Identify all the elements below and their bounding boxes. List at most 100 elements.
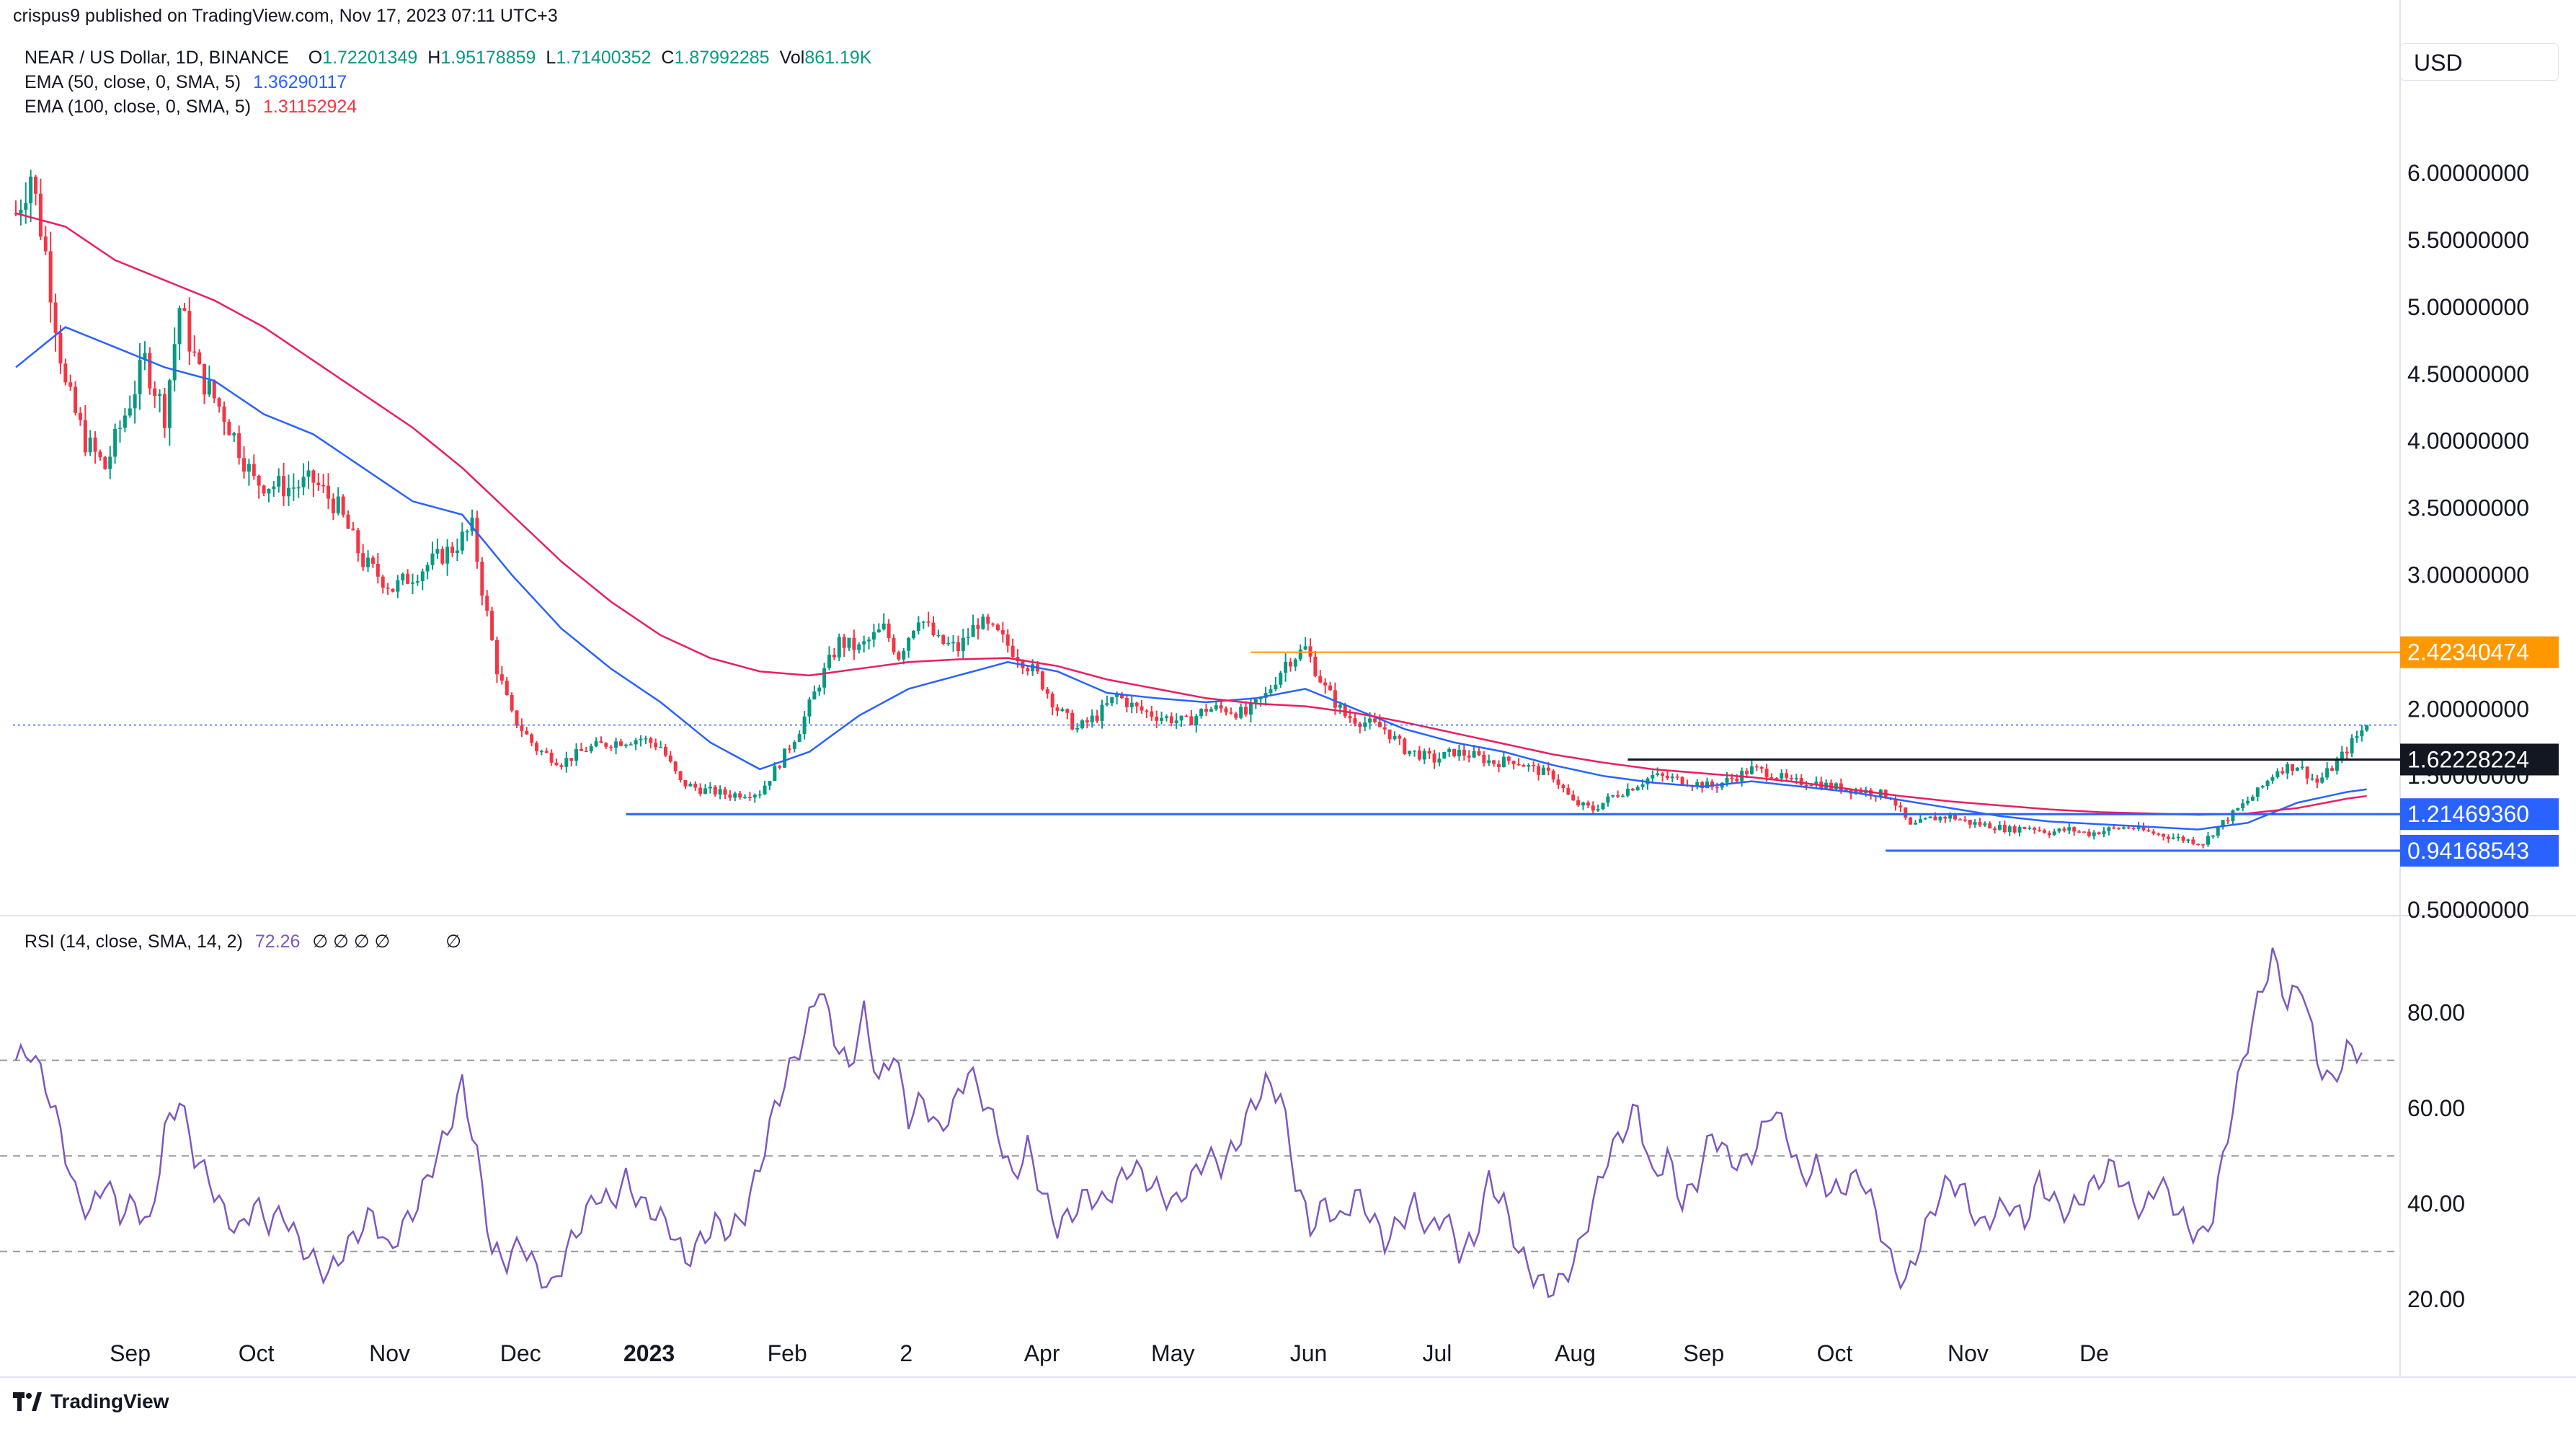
candle <box>559 765 564 767</box>
rsi-source-icon[interactable]: ∅ <box>445 932 462 952</box>
candle <box>2176 836 2180 839</box>
rsi-line <box>14 947 2363 1299</box>
price-axis[interactable]: 2.42340474 1.62228224 1.21469360 0.94168543… <box>2400 160 2559 923</box>
candle <box>1284 661 1288 673</box>
candle <box>1769 777 1774 779</box>
candle <box>321 485 326 487</box>
candle <box>1472 751 1476 758</box>
candle <box>1408 751 1412 754</box>
tradingview-footer[interactable]: TradingView <box>13 1390 169 1413</box>
candle <box>212 380 216 399</box>
candle <box>2201 844 2206 846</box>
candle <box>1764 769 1769 777</box>
time-tick: Oct <box>239 1340 275 1366</box>
candle <box>1055 707 1060 711</box>
candle <box>743 797 747 799</box>
candle <box>2017 827 2022 833</box>
candle <box>1417 750 1421 760</box>
rsi-axis[interactable]: 80.00 60.00 40.00 20.00 <box>2407 999 2465 1312</box>
ema50-legend[interactable]: EMA (50, close, 0, SMA, 5) 1.36290117 <box>25 72 347 93</box>
rsi-value: 72.26 <box>254 932 301 952</box>
candle <box>1635 787 1640 791</box>
candle <box>148 353 152 389</box>
candle <box>2033 828 2037 831</box>
price-tick: 5.50000000 <box>2407 227 2529 253</box>
candle <box>1601 802 1605 810</box>
candle <box>29 177 33 203</box>
candle <box>2295 767 2299 771</box>
candle <box>623 744 628 746</box>
candle <box>673 761 678 771</box>
candle <box>1174 720 1178 724</box>
candle <box>2355 736 2359 738</box>
candle <box>995 624 1000 630</box>
candle <box>2300 766 2304 768</box>
candle <box>2191 839 2195 844</box>
rsi-pane[interactable] <box>0 947 2400 1299</box>
candle <box>1288 661 1292 667</box>
candle <box>2221 820 2225 826</box>
time-axis[interactable]: Sep Oct Nov Dec 2023 Feb 2 Apr May Jun Jul Aug Sep Oc… <box>110 1340 2109 1366</box>
candle <box>2117 828 2121 829</box>
candle <box>391 588 395 592</box>
candle <box>783 748 787 768</box>
candle <box>876 629 881 633</box>
candle <box>1963 819 1967 821</box>
candle <box>460 531 464 551</box>
candle <box>1184 715 1189 717</box>
candle <box>649 738 653 743</box>
main-pane[interactable] <box>0 0 2576 1378</box>
candle <box>123 415 127 428</box>
time-tick: Feb <box>768 1340 807 1366</box>
candle <box>2007 826 2012 833</box>
tradingview-logo-icon <box>13 1392 42 1411</box>
candle <box>2022 827 2027 829</box>
candle <box>1715 787 1719 788</box>
candle <box>282 476 286 497</box>
candle <box>574 748 579 761</box>
candle <box>1308 646 1313 657</box>
candle <box>470 518 474 531</box>
candle <box>455 550 459 553</box>
candle <box>88 437 92 453</box>
candle <box>579 748 583 751</box>
candle <box>763 785 767 795</box>
candle <box>723 789 727 795</box>
candle <box>1611 795 1615 797</box>
price-tick: 3.50000000 <box>2407 495 2529 521</box>
ema100-value: 1.31152924 <box>262 97 357 117</box>
candle <box>1060 709 1065 711</box>
candle <box>1065 709 1070 713</box>
candle <box>778 766 782 768</box>
symbol-legend[interactable]: NEAR / US Dollar, 1D, BINANCE O1.7220134… <box>25 48 881 68</box>
candle <box>286 487 290 497</box>
candle <box>162 394 166 428</box>
candle <box>520 725 524 731</box>
level-label-bg <box>2400 743 2559 776</box>
candle <box>499 674 504 681</box>
rsi-hidden-icons[interactable]: ∅ ∅ ∅ ∅ <box>312 932 391 952</box>
candle <box>1124 698 1129 707</box>
time-tick: 2 <box>900 1340 912 1366</box>
candle <box>1581 802 1585 806</box>
candle <box>158 394 162 396</box>
candle <box>916 622 920 632</box>
candle <box>2012 826 2017 833</box>
time-tick: Nov <box>369 1340 410 1366</box>
candle <box>747 797 752 799</box>
candle <box>683 780 688 787</box>
candle <box>1328 685 1333 691</box>
currency-button[interactable]: USD <box>2400 43 2559 81</box>
candle <box>1665 775 1669 779</box>
candle <box>247 464 251 472</box>
candle <box>2305 766 2309 779</box>
candle <box>440 549 445 564</box>
candle <box>634 740 638 745</box>
candle <box>1169 716 1173 724</box>
candle <box>2365 725 2369 731</box>
candle <box>1516 764 1521 766</box>
candle <box>401 573 405 580</box>
rsi-legend[interactable]: RSI (14, close, SMA, 14, 2) 72.26 ∅ ∅ ∅ … <box>25 931 461 952</box>
candle <box>1377 722 1382 727</box>
ema100-legend[interactable]: EMA (100, close, 0, SMA, 5) 1.31152924 <box>25 97 357 118</box>
